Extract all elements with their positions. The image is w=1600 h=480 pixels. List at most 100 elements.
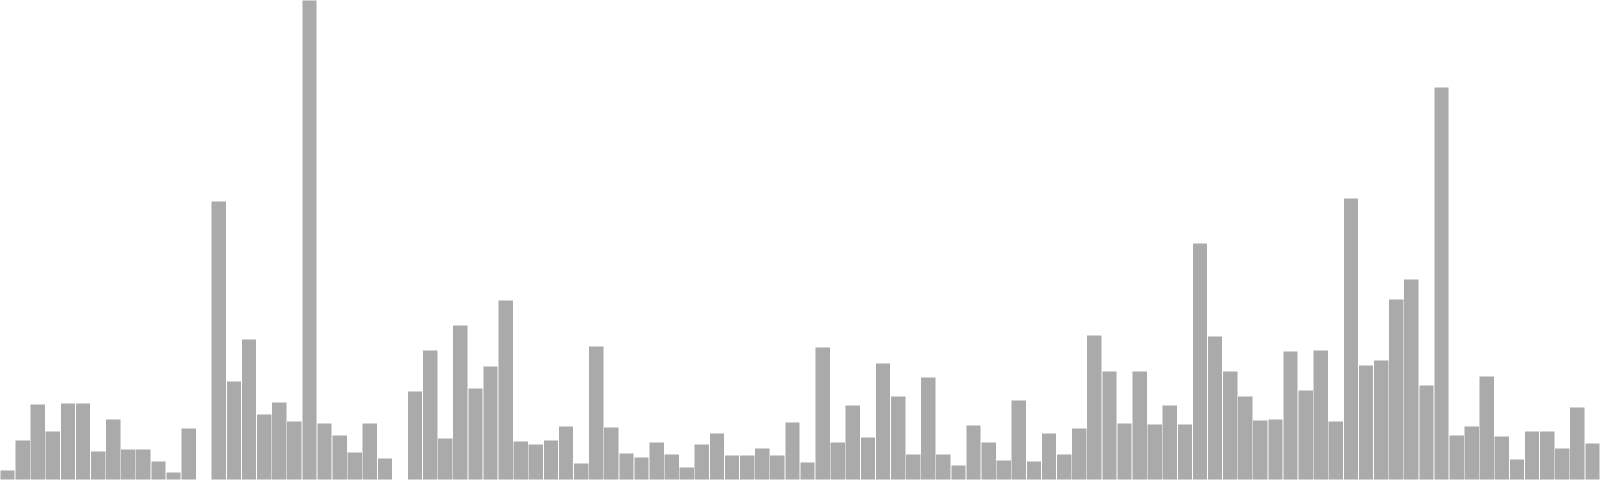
bar-39 [588,345,605,480]
bar-14 [210,200,227,480]
bar-0 [0,469,16,480]
bar-70 [1056,453,1073,480]
bar-51 [769,454,786,480]
bar-85 [1282,350,1299,480]
bar-6 [90,450,107,480]
bar-30 [452,324,469,480]
bar-82 [1237,395,1254,480]
bar-7 [105,418,122,480]
bar-17 [256,413,273,480]
bar-65 [980,441,997,480]
bar-73 [1101,370,1118,480]
bar-35 [527,443,544,480]
bar-62 [935,453,952,480]
bar-95 [1433,86,1450,480]
bar-54 [814,346,831,480]
bar-23 [346,451,363,480]
bar-32 [482,365,499,480]
bar-77 [1161,404,1178,480]
bar-11 [165,471,182,480]
bar-46 [693,443,710,480]
bar-20 [301,0,318,480]
bar-40 [603,426,620,480]
bar-104 [1569,406,1586,480]
bar-101 [1524,430,1541,480]
bar-19 [286,420,303,480]
bar-16 [241,338,258,480]
bar-43 [648,441,665,480]
bar-24 [361,422,378,480]
bar-102 [1539,430,1556,480]
bar-99 [1493,435,1510,480]
bar-92 [1388,298,1405,480]
bar-12 [180,427,197,480]
bar-4 [59,402,76,480]
bar-94 [1418,384,1435,480]
bar-64 [965,424,982,480]
bar-31 [467,387,484,480]
bar-33 [497,299,514,480]
bar-57 [859,436,876,480]
bar-83 [1252,419,1269,480]
bar-75 [1131,370,1148,480]
bar-25 [376,457,393,480]
bar-58 [875,362,891,480]
bar-49 [739,454,756,480]
bar-37 [558,425,574,480]
bar-103 [1554,447,1571,480]
bar-8 [120,448,137,480]
bar-1 [14,439,31,480]
bar-86 [1297,389,1314,480]
bar-74 [1116,422,1133,480]
bar-100 [1509,458,1525,480]
bar-61 [920,376,937,480]
bar-44 [663,453,680,480]
bar-28 [422,349,439,480]
bar-5 [75,402,91,480]
bar-105 [1584,442,1600,480]
bar-78 [1176,423,1193,480]
bar-52 [784,421,801,480]
bar-79 [1192,242,1208,480]
bar-90 [1358,364,1374,480]
bar-47 [709,432,725,480]
bar-9 [135,448,152,480]
bar-98 [1478,375,1495,480]
bar-80 [1207,335,1224,480]
bar-71 [1071,427,1088,480]
bar-81 [1222,370,1239,480]
bar-48 [724,454,741,480]
bar-34 [512,440,529,480]
bar-72 [1086,334,1103,480]
bar-38 [573,462,590,480]
bar-56 [844,404,861,480]
bar-88 [1327,420,1344,480]
bar-89 [1342,197,1359,480]
bar-59 [890,395,907,480]
bar-63 [950,464,967,480]
bar-53 [799,461,816,480]
bar-42 [633,456,650,480]
bar-91 [1373,359,1390,480]
bar-97 [1463,425,1480,480]
bar-96 [1448,434,1465,480]
bar-18 [271,401,288,480]
bar-29 [437,437,454,480]
bar-67 [1010,399,1027,480]
bar-3 [44,430,61,480]
bar-76 [1146,423,1163,480]
bar-2 [29,403,46,480]
bar-10 [150,460,167,480]
bar-50 [754,447,771,480]
bar-21 [316,422,333,480]
bar-60 [905,453,922,480]
bar-66 [995,459,1012,480]
bar-55 [829,441,846,480]
bar-41 [618,452,635,480]
bar-93 [1403,278,1420,480]
bar-27 [407,390,424,480]
bar-22 [331,434,348,480]
